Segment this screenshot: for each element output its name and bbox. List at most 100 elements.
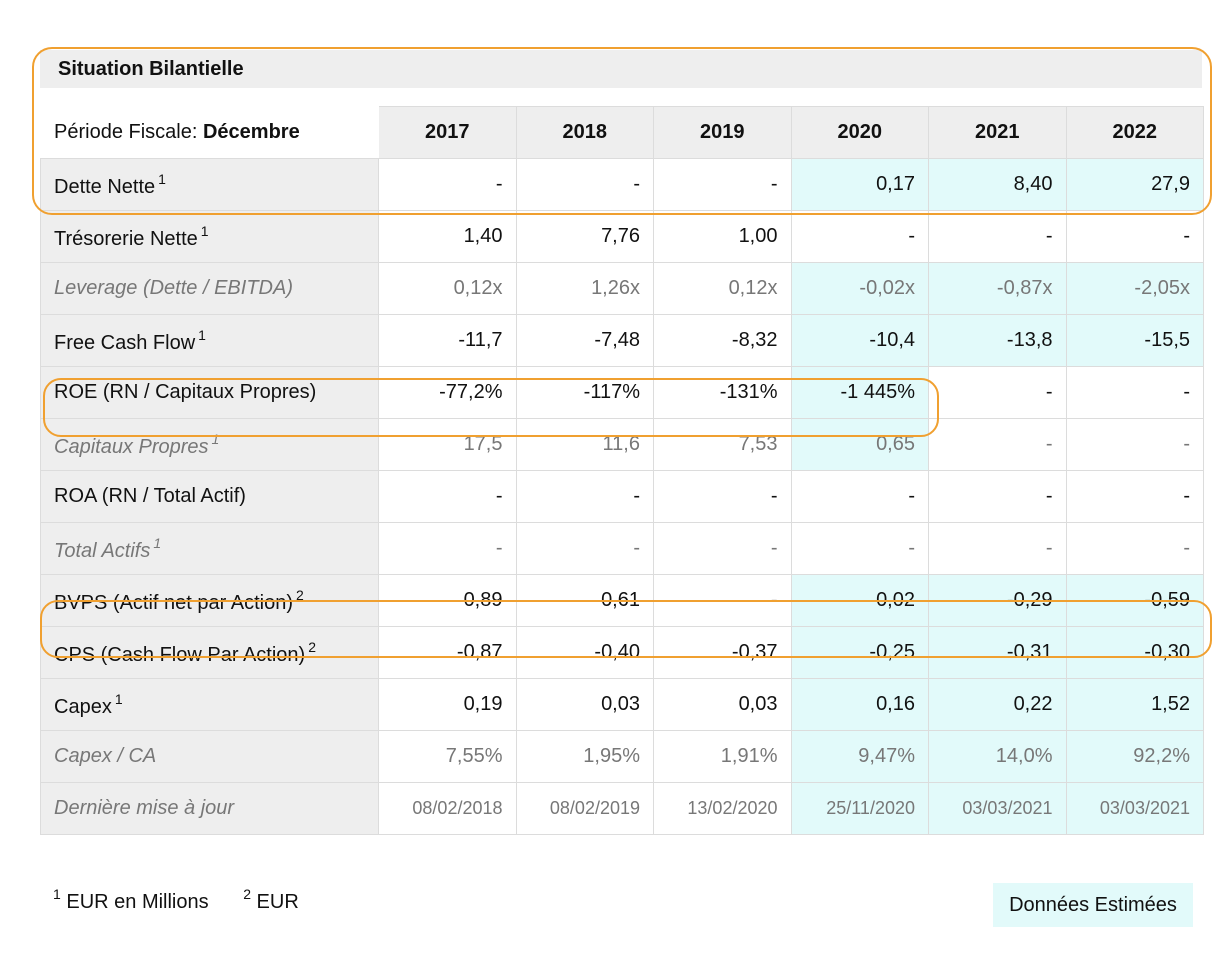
table-cell: 0,65 (790, 418, 929, 471)
row-label: CPS (Cash Flow Par Action) 2 (40, 626, 379, 679)
row-label: Free Cash Flow 1 (40, 314, 379, 367)
estimated-data-legend: Données Estimées (993, 883, 1193, 927)
table-cell: 14,0% (928, 730, 1067, 783)
table-cell: 1,26x (515, 262, 654, 315)
table-cell: -0,25 (790, 626, 929, 679)
table-cell: -15,5 (1065, 314, 1204, 367)
row-label: Capex 1 (40, 678, 379, 731)
table-cell: 92,2% (1065, 730, 1204, 783)
table-cell: 0,03 (653, 678, 792, 731)
table-cell: - (653, 158, 792, 211)
table-cell: -7,48 (515, 314, 654, 367)
table-cell: - (790, 210, 929, 263)
table-cell: -0,37 (653, 626, 792, 679)
table-row: Dette Nette 1 - - - 0,17 8,40 27,9 (40, 158, 1204, 211)
table-cell: 25/11/2020 (790, 782, 929, 835)
year-header: 2018 (515, 106, 654, 159)
table-row: Capitaux Propres 1 17,5 11,6 7,53 0,65 - … (40, 418, 1204, 471)
row-label: Dernière mise à jour (40, 782, 379, 835)
table-cell: - (928, 470, 1067, 523)
table-cell: 11,6 (515, 418, 654, 471)
table-cell: 0,03 (515, 678, 654, 731)
table-cell: 0,22 (928, 678, 1067, 731)
table-cell: 08/02/2018 (378, 782, 517, 835)
table-cell: 8,40 (928, 158, 1067, 211)
table-cell: - (928, 366, 1067, 419)
table-cell: - (378, 522, 517, 575)
table-row: ROA (RN / Total Actif) - - - - - - (40, 470, 1204, 523)
table-cell: -13,8 (928, 314, 1067, 367)
year-header: 2021 (928, 106, 1067, 159)
section-header: Situation Bilantielle (40, 50, 1202, 88)
period-month: Décembre (202, 121, 300, 143)
table-row: Dernière mise à jour 08/02/2018 08/02/20… (40, 782, 1204, 835)
table-cell: -0,02x (790, 262, 929, 315)
row-label: BVPS (Actif net par Action) 2 (40, 574, 379, 627)
table-cell: -0,31 (928, 626, 1067, 679)
table-cell: 0,17 (790, 158, 929, 211)
footnote-1: 1 EUR en Millions (53, 886, 209, 913)
table-cell: 17,5 (378, 418, 517, 471)
header-row: Période Fiscale: Décembre 2017 2018 2019… (40, 106, 1204, 159)
year-header: 2017 (378, 106, 517, 159)
table-cell: 7,76 (515, 210, 654, 263)
table-cell: 27,9 (1065, 158, 1204, 211)
table-cell: 0,02 (790, 574, 929, 627)
table-row: ROE (RN / Capitaux Propres) -77,2% -117%… (40, 366, 1204, 419)
row-label: Dette Nette 1 (40, 158, 379, 211)
fiscal-period: Période Fiscale: Décembre (40, 106, 379, 159)
table-cell: 0,61 (515, 574, 654, 627)
year-header: 2022 (1065, 106, 1204, 159)
table-cell: 7,53 (653, 418, 792, 471)
table-cell: -0,59 (1065, 574, 1204, 627)
table-cell: 1,40 (378, 210, 517, 263)
table-cell: 0,19 (378, 678, 517, 731)
table-cell: 7,55% (378, 730, 517, 783)
table-row: Capex / CA 7,55% 1,95% 1,91% 9,47% 14,0%… (40, 730, 1204, 783)
row-label: Capex / CA (40, 730, 379, 783)
table-cell: 1,91% (653, 730, 792, 783)
table-cell: - (515, 522, 654, 575)
table-row: Free Cash Flow 1 -11,7 -7,48 -8,32 -10,4 … (40, 314, 1204, 367)
table-cell: - (1065, 470, 1204, 523)
table-row: Trésorerie Nette 1 1,40 7,76 1,00 - - - (40, 210, 1204, 263)
table-cell: 0,12x (378, 262, 517, 315)
row-label: ROE (RN / Capitaux Propres) (40, 366, 379, 419)
table-cell: - (928, 418, 1067, 471)
table-cell: - (653, 470, 792, 523)
footnote-2: 2 EUR (243, 886, 299, 913)
table-cell: -11,7 (378, 314, 517, 367)
row-label: Capitaux Propres 1 (40, 418, 379, 471)
table-cell: - (928, 210, 1067, 263)
table-cell: -0,30 (1065, 626, 1204, 679)
table-cell: -8,32 (653, 314, 792, 367)
table-cell: - (378, 158, 517, 211)
table-cell: 03/03/2021 (928, 782, 1067, 835)
table-cell: - (515, 470, 654, 523)
table-cell: - (928, 522, 1067, 575)
table-cell: - (1065, 522, 1204, 575)
period-prefix: Période Fiscale: (54, 121, 203, 143)
table-cell: 1,52 (1065, 678, 1204, 731)
table-cell: - (1065, 418, 1204, 471)
table-row: Leverage (Dette / EBITDA) 0,12x 1,26x 0,… (40, 262, 1204, 315)
year-header: 2019 (653, 106, 792, 159)
row-label: ROA (RN / Total Actif) (40, 470, 379, 523)
table-cell: -1 445% (790, 366, 929, 419)
table-cell: 0,89 (378, 574, 517, 627)
row-label: Total Actifs 1 (40, 522, 379, 575)
table-row: Capex 1 0,19 0,03 0,03 0,16 0,22 1,52 (40, 678, 1204, 731)
table-row: CPS (Cash Flow Par Action) 2 -0,87 -0,40 … (40, 626, 1204, 679)
table-cell: -10,4 (790, 314, 929, 367)
table-cell: 1,95% (515, 730, 654, 783)
table-cell: - (1065, 366, 1204, 419)
table-cell: -0,87 (378, 626, 517, 679)
footnotes: 1 EUR en Millions 2 EUR (50, 886, 325, 914)
table-cell: - (1065, 210, 1204, 263)
section-title: Situation Bilantielle (58, 58, 244, 80)
table-cell: 1,00 (653, 210, 792, 263)
table-cell: -117% (515, 366, 654, 419)
table-cell: -2,05x (1065, 262, 1204, 315)
table-cell: 03/03/2021 (1065, 782, 1204, 835)
table-cell: - (515, 158, 654, 211)
